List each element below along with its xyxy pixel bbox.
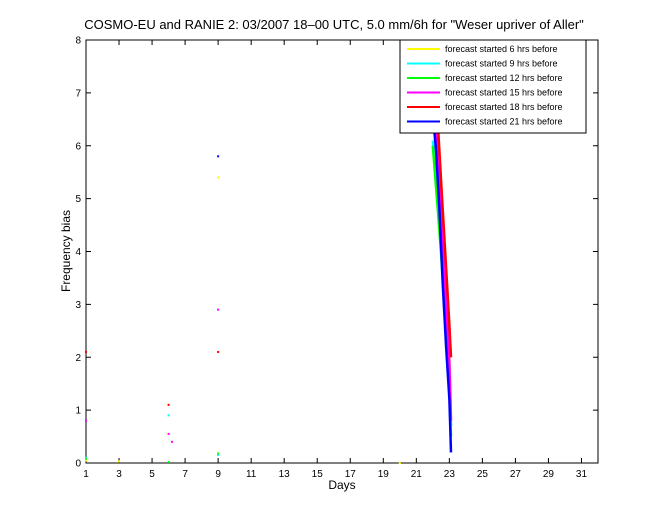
x-tick-label: 21	[411, 469, 423, 480]
legend-entry: forecast started 18 hrs before	[445, 102, 563, 112]
data-point	[217, 350, 220, 353]
x-tick-label: 29	[543, 469, 555, 480]
data-point	[217, 308, 220, 311]
data-point	[85, 419, 87, 422]
x-tick-label: 31	[576, 469, 588, 480]
x-tick-label: 15	[312, 469, 324, 480]
data-point	[118, 460, 121, 463]
legend-box	[399, 39, 587, 134]
chart-title: COSMO-EU and RANIE 2: 03/2007 18–00 UTC,…	[84, 17, 584, 32]
y-tick-label: 0	[75, 459, 81, 470]
x-tick-label: 5	[149, 469, 155, 480]
legend-entry: forecast started 6 hrs before	[445, 44, 558, 54]
x-tick-label: 25	[477, 469, 489, 480]
x-tick-label: 3	[116, 469, 122, 480]
y-tick-label: 5	[75, 194, 81, 205]
y-tick-label: 3	[75, 300, 81, 311]
x-tick-label: 9	[215, 469, 221, 480]
legend-entry: forecast started 9 hrs before	[445, 59, 558, 69]
data-point	[167, 432, 170, 435]
y-tick-label: 1	[75, 406, 81, 417]
data-point	[217, 176, 220, 179]
legend-entry: forecast started 12 hrs before	[445, 73, 563, 83]
series-6	[217, 113, 453, 453]
y-tick-label: 6	[75, 141, 81, 152]
y-tick-label: 8	[75, 36, 81, 47]
y-tick-label: 2	[75, 353, 81, 364]
x-tick-label: 27	[510, 469, 522, 480]
series-line	[431, 113, 453, 453]
data-point	[85, 456, 87, 459]
legend-entry: forecast started 15 hrs before	[445, 88, 563, 98]
x-tick-label: 11	[246, 469, 257, 480]
data-point	[217, 454, 220, 457]
x-tick-label: 7	[182, 469, 188, 480]
y-tick-label: 7	[75, 88, 81, 99]
data-point	[167, 414, 170, 417]
legend-entry: forecast started 21 hrs before	[445, 117, 563, 127]
x-tick-label: 19	[378, 469, 390, 480]
data-point	[398, 462, 401, 464]
x-tick-label: 17	[345, 469, 357, 480]
data-point	[167, 460, 170, 463]
x-tick-label: 1	[83, 469, 89, 480]
data-point	[217, 452, 220, 455]
data-point	[85, 459, 87, 462]
y-tick-label: 4	[75, 247, 81, 258]
data-point	[217, 155, 220, 158]
legend: forecast started 6 hrs before forecast st…	[399, 39, 587, 134]
y-axis-label: Frequency bias	[59, 210, 73, 292]
x-axis-label: Days	[328, 478, 355, 492]
data-point	[85, 457, 87, 460]
x-tick-label: 13	[279, 469, 291, 480]
data-point	[85, 350, 87, 353]
x-tick-label: 23	[444, 469, 456, 480]
data-point	[170, 440, 173, 443]
data-point	[167, 403, 170, 406]
